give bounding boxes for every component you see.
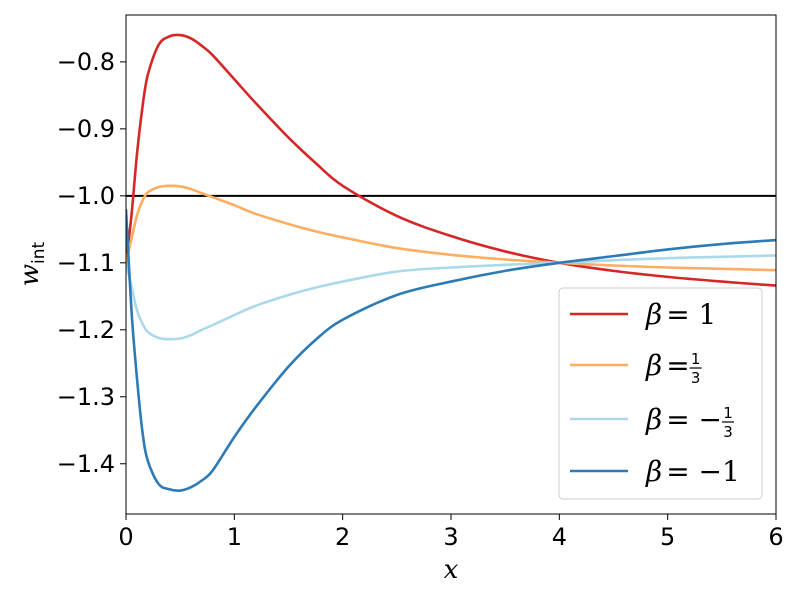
x-tick-label: 5 [660,523,675,551]
x-tick-label: 2 [335,523,350,551]
y-tick-label: −1.4 [57,450,115,478]
y-tick-label: −1.2 [57,316,115,344]
y-tick-label: −0.8 [57,48,115,76]
x-tick-label: 1 [227,523,242,551]
legend-frame [558,287,763,500]
series-line-4 [126,209,776,492]
y-axis-label: wint [15,241,49,286]
y-tick-label: −1.3 [57,383,115,411]
legend-label-3: β = − [645,403,722,436]
legend-fraction-numerator: 1 [691,350,701,368]
y-axis: −0.8 −0.9 −1.0 −1.1 −1.2 −1.3 −1.4 [57,48,126,478]
x-tick-label: 4 [552,523,567,551]
x-tick-label: 0 [118,523,133,551]
legend-fraction-denominator: 3 [723,423,733,441]
y-tick-label: −1.0 [57,182,115,210]
x-axis: 0 1 2 3 4 5 6 [118,514,784,551]
x-tick-label: 6 [768,523,783,551]
y-tick-label: −0.9 [57,115,115,143]
legend-label-1: β = 1 [645,298,716,331]
legend-label-2: β = [645,349,690,382]
y-tick-label: −1.1 [57,249,115,277]
legend-fraction-denominator: 3 [691,369,701,387]
x-tick-label: 3 [443,523,458,551]
series-layer [126,33,776,492]
legend-fraction-numerator: 1 [723,404,733,422]
legend-label-4: β = −1 [645,455,740,488]
y-axis-label-subscript: int [29,241,49,263]
x-axis-label: x [444,555,459,585]
legend: β = 1β = 13β = −13β = −1 [558,287,763,500]
